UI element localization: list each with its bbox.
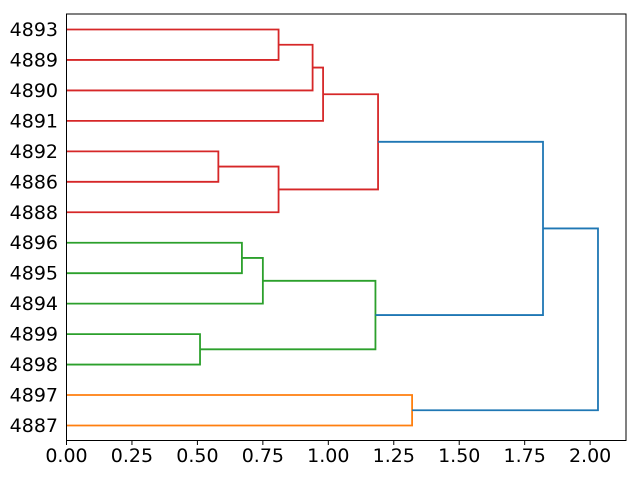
x-tick-label: 0.00	[45, 445, 87, 467]
dendrogram-link	[375, 140, 544, 316]
leaf-label: 4899	[10, 324, 58, 346]
leaf-label: 4887	[10, 415, 58, 437]
dendrogram-link	[278, 93, 379, 191]
leaf-label: 4896	[10, 232, 58, 254]
x-tick-label: 0.75	[242, 445, 284, 467]
leaf-label: 4889	[10, 49, 58, 71]
x-tick-label: 0.50	[176, 445, 218, 467]
dendrogram-link	[66, 333, 201, 366]
leaf-label: 4893	[10, 19, 58, 41]
dendrogram-link	[66, 66, 324, 122]
x-tick-label: 1.75	[504, 445, 546, 467]
dendrogram-link	[66, 257, 264, 305]
leaf-label: 4886	[10, 171, 58, 193]
leaf-label: 4894	[10, 293, 58, 315]
x-tick-label: 0.25	[111, 445, 153, 467]
x-tick-label: 1.25	[373, 445, 415, 467]
dendrogram-link	[66, 241, 243, 275]
dendrogram-link	[66, 394, 413, 427]
x-tick-label: 1.00	[307, 445, 349, 467]
x-tick-label: 1.50	[438, 445, 480, 467]
dendrogram-link	[66, 150, 220, 183]
leaf-label: 4888	[10, 202, 58, 224]
dendrogram-link	[66, 165, 280, 214]
leaf-label: 4890	[10, 80, 58, 102]
dendrogram-link	[412, 227, 599, 412]
dendrogram-link	[200, 279, 377, 351]
leaf-label: 4892	[10, 141, 58, 163]
leaf-label: 4895	[10, 263, 58, 285]
plot-border	[66, 13, 627, 441]
dendrogram-link	[66, 43, 314, 92]
leaf-label: 4898	[10, 354, 58, 376]
x-tick-label: 2.00	[569, 445, 611, 467]
leaf-label: 4891	[10, 110, 58, 132]
dendrogram-link	[66, 28, 280, 61]
leaf-label: 4897	[10, 385, 58, 407]
